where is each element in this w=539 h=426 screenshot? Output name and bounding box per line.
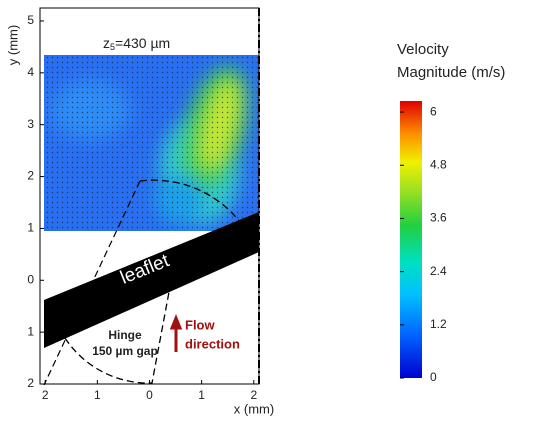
colorbar-tick-label: 1.2: [430, 317, 447, 331]
x-tick-label: 1: [94, 388, 101, 402]
y-axis-label: y (mm): [5, 25, 20, 65]
y-tick-label: 1: [27, 324, 34, 338]
arc: [139, 179, 241, 223]
flow-label: direction: [185, 336, 240, 351]
gap-label: 150 µm gap: [92, 344, 158, 358]
x-tick-label: 0: [146, 388, 153, 402]
y-tick-label: 2: [27, 169, 34, 183]
plane-value: =430 µm: [115, 35, 170, 51]
y-tick-label: 4: [27, 65, 34, 79]
y-tick-label: 5: [27, 13, 34, 27]
flow-label: Flow: [185, 317, 215, 332]
velocity-field: [44, 55, 259, 231]
plane-label: z5=430 µm: [103, 35, 170, 53]
colorbar: [400, 101, 422, 378]
colorbar-tick-label: 4.8: [430, 157, 447, 171]
arc: [64, 259, 176, 384]
colorbar-tick-label: 3.6: [430, 211, 447, 225]
plane-symbol: z: [103, 35, 110, 51]
x-axis-label: x (mm): [234, 401, 274, 416]
colorbar-tick-label: 2.4: [430, 264, 447, 278]
colorbar-title: Magnitude (m/s): [397, 64, 505, 81]
x-tick-label: 2: [42, 388, 49, 402]
y-tick-label: 1: [27, 221, 34, 235]
y-tick-label: 0: [27, 272, 34, 286]
hinge-label: Hinge: [108, 328, 142, 342]
leaflet: [44, 212, 259, 348]
x-tick-label: 2: [250, 388, 257, 402]
colorbar-title: Velocity: [397, 41, 449, 58]
arc: [43, 180, 141, 386]
plane-subscript: 5: [110, 42, 115, 52]
colorbar-tick-label: 0: [430, 370, 437, 384]
x-tick-label: 1: [198, 388, 205, 402]
flow-arrow: [169, 313, 183, 352]
colorbar-tick-label: 6: [430, 104, 437, 118]
y-tick-label: 3: [27, 117, 34, 131]
y-tick-label: 2: [27, 376, 34, 390]
